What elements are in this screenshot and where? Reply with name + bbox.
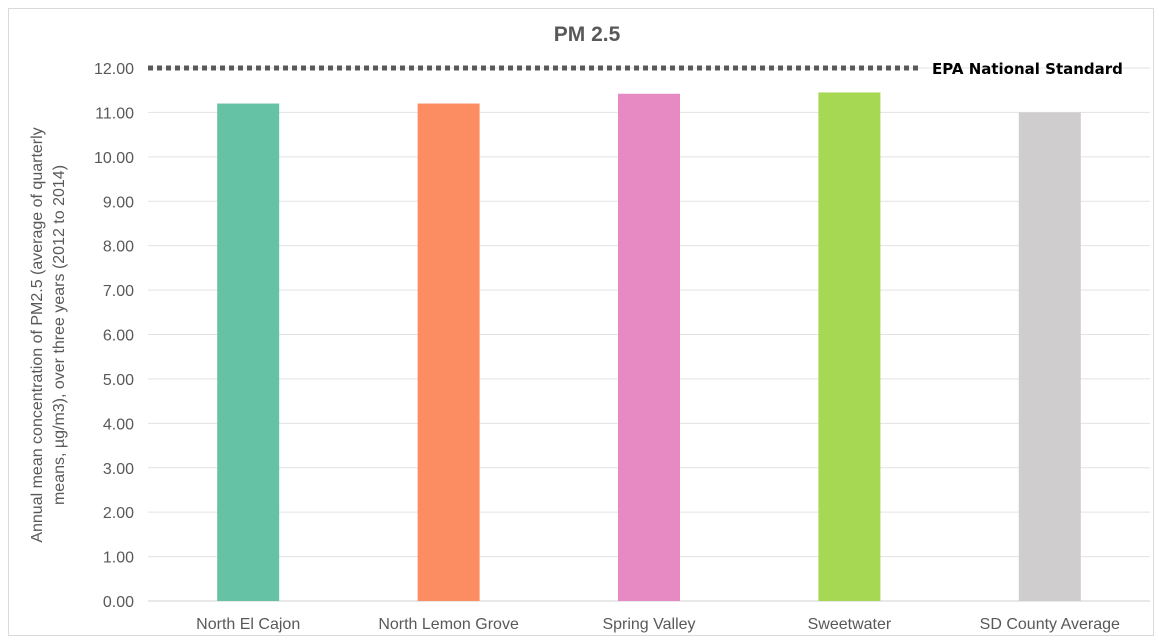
chart-title: PM 2.5: [554, 23, 621, 46]
x-category-label: North Lemon Grove: [378, 616, 519, 633]
x-category-label: North El Cajon: [196, 616, 300, 633]
y-tick-label: 4.00: [103, 416, 134, 433]
y-tick-label: 11.00: [95, 105, 134, 122]
bar-sweetwater: [818, 92, 881, 601]
bar-north-lemon-grove: [417, 103, 480, 602]
y-tick-label: 2.00: [103, 505, 134, 522]
x-category-label: Sweetwater: [808, 616, 892, 633]
y-axis-label: Annual mean concentration of PM2.5 (aver…: [29, 127, 68, 542]
y-tick-label: 0.00: [103, 594, 134, 611]
y-tick-label: 1.00: [103, 550, 134, 567]
x-category-label: Spring Valley: [602, 616, 695, 633]
y-tick-label: 3.00: [103, 461, 134, 478]
x-category-label: SD County Average: [980, 616, 1120, 633]
y-tick-label: 12.00: [94, 61, 134, 78]
reference-line-group: EPA National Standard: [148, 60, 1123, 78]
y-tick-label: 7.00: [103, 283, 134, 300]
reference-line-label: EPA National Standard: [932, 60, 1123, 78]
x-axis-categories: North El Cajon North Lemon Grove Spring Va…: [196, 616, 1120, 633]
y-axis-label-line-2: means, µg/m3), over three years (2012 to…: [51, 165, 68, 505]
bar-spring-valley: [618, 93, 680, 602]
bar-sd-county-average: [1018, 112, 1081, 602]
bars: [217, 92, 1081, 602]
y-axis-label-line-1: Annual mean concentration of PM2.5 (aver…: [29, 127, 46, 542]
y-tick-label: 5.00: [103, 372, 134, 389]
y-tick-label: 9.00: [103, 194, 134, 211]
y-tick-label: 10.00: [94, 150, 134, 167]
y-axis-ticks: 0.00 1.00 2.00 3.00 4.00 5.00 6.00 7.00 8.00 9.00…: [94, 61, 134, 611]
y-tick-label: 8.00: [103, 239, 134, 256]
y-tick-label: 6.00: [103, 328, 134, 345]
bar-north-el-cajon: [217, 103, 280, 602]
